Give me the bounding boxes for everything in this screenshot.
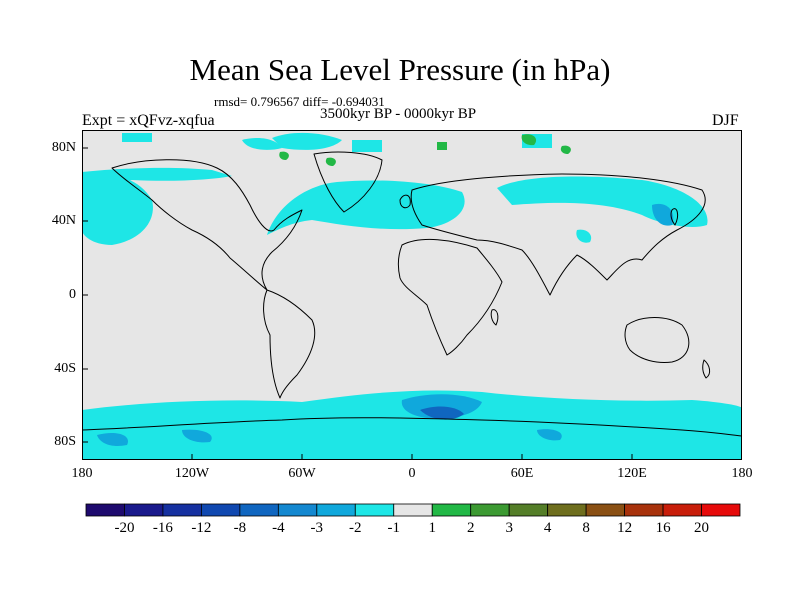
greenland-coastline: [313, 151, 383, 213]
lon-label: 60W: [288, 466, 316, 481]
colorbar-swatch: [201, 503, 241, 517]
lat-label: 0: [69, 287, 76, 302]
south-america-coastline: [263, 289, 316, 399]
colorbar-label: -2: [349, 520, 362, 536]
lat-label: 80S: [54, 434, 76, 449]
season-label: DJF: [712, 112, 739, 129]
antarctica-coastline: [82, 417, 742, 437]
lon-label: 180: [71, 466, 93, 481]
statistics-text: rmsd= 0.796567 diff= -0.694031: [214, 94, 385, 109]
colorbar-label: 16: [655, 520, 671, 536]
strong-anomaly-regions: [420, 406, 464, 420]
coastlines: [82, 151, 742, 437]
colorbar-label: 4: [543, 520, 552, 536]
map-title: Mean Sea Level Pressure (in hPa): [189, 52, 611, 87]
period-text: 3500kyr BP - 0000kyr BP: [320, 106, 477, 122]
lon-label: 120W: [174, 466, 210, 481]
colorbar-label: 12: [617, 520, 633, 536]
colorbar-swatch: [624, 503, 664, 517]
colorbar-label: 20: [694, 520, 709, 536]
colorbar-label: -8: [233, 520, 247, 536]
lat-label: 40N: [51, 213, 76, 228]
colorbar-swatch: [393, 503, 433, 517]
colorbar-label: 3: [505, 520, 513, 536]
colorbar-swatch: [239, 503, 279, 517]
colorbar-swatch: [277, 503, 318, 517]
colorbar-swatch: [470, 503, 510, 517]
new-zealand-coastline: [702, 359, 711, 379]
colorbar-label: 8: [582, 520, 590, 536]
colorbar-swatch: [662, 503, 702, 517]
north-america-coastline: [111, 159, 303, 291]
lon-label: 60E: [510, 466, 534, 481]
north-atlantic-anomaly: [267, 180, 465, 235]
australia-coastline: [624, 317, 690, 363]
antarctic-strong-anomaly: [420, 406, 464, 420]
alaska-anomaly: [82, 167, 232, 186]
british-isles-coastline: [399, 194, 411, 209]
colorbar-label: -3: [310, 520, 324, 536]
colorbar-swatch: [162, 503, 202, 517]
colorbar-swatch: [701, 503, 741, 517]
colorbar-swatch: [431, 503, 472, 517]
colorbar-label: -16: [152, 520, 173, 536]
colorbar-label: 2: [466, 520, 475, 536]
eurasia-coastline: [410, 173, 706, 296]
lon-label: 180: [731, 466, 753, 481]
lon-label: 0: [408, 466, 416, 481]
colorbar-label: -12: [191, 520, 212, 536]
japan-coastline: [670, 208, 679, 226]
colorbar-swatch: [547, 503, 587, 517]
lon-label: 120E: [617, 466, 647, 481]
positive-anomaly-regions: [279, 134, 571, 166]
southern-ocean-anomaly: [82, 390, 742, 460]
arctic-canada-anomaly: [272, 132, 342, 150]
colorbar-swatch: [354, 503, 395, 517]
colorbar-swatch: [316, 503, 356, 517]
colorbar-label: -1: [387, 520, 401, 536]
colorbar-swatch: [124, 503, 164, 517]
colorbar: [85, 503, 741, 517]
lat-label: 40S: [54, 361, 76, 376]
north-pacific-anomaly: [82, 175, 153, 245]
axis-ticks: [82, 147, 633, 460]
madagascar-coastline: [490, 309, 499, 326]
colorbar-swatch: [508, 503, 549, 517]
colorbar-label: -20: [114, 520, 135, 536]
colorbar-label: -4: [272, 520, 285, 536]
world-map: [82, 130, 742, 460]
colorbar-swatch: [585, 503, 625, 517]
africa-coastline: [397, 239, 503, 356]
lat-label: 80N: [51, 140, 76, 155]
experiment-label: Expt = xQFvz-xqfua: [82, 112, 215, 129]
japan-moderate-anomaly: [652, 203, 674, 226]
colorbar-swatch: [85, 503, 125, 517]
colorbar-label: 1: [428, 520, 436, 536]
